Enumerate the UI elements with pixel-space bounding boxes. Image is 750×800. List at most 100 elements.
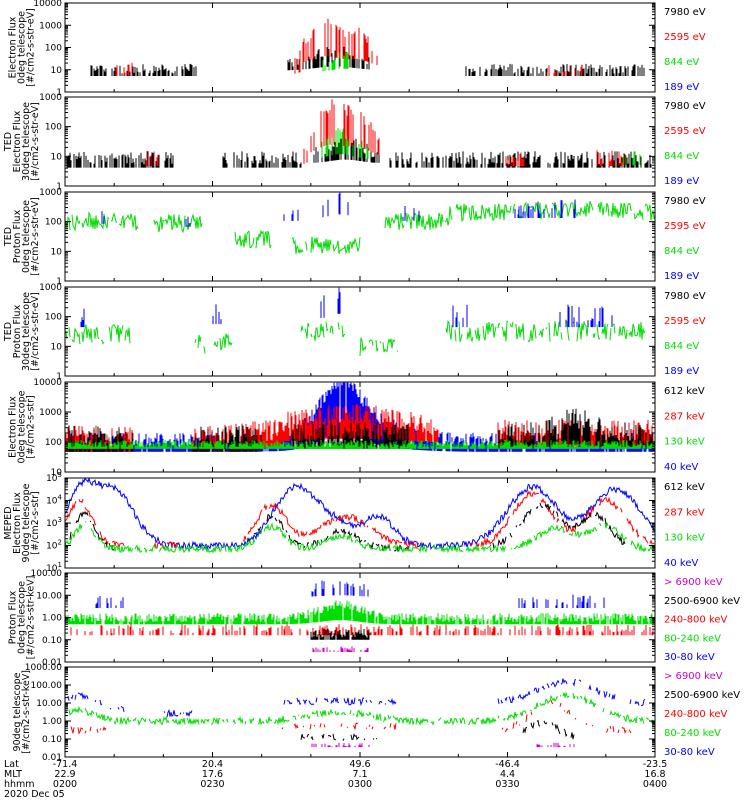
- series-ted-proton-30deg-1: [80, 287, 613, 328]
- series-meped-proton-90deg-1: [65, 691, 655, 727]
- y-tick-label: 1.00: [42, 614, 62, 624]
- date-label: 2020 Dec 05: [4, 789, 65, 800]
- legend-entry: 80-240 keV: [664, 633, 721, 644]
- y-tick-label: 1000: [39, 188, 62, 198]
- series-meped-proton-0deg-3: [310, 628, 370, 640]
- y-tick-label: 100.00: [31, 569, 63, 579]
- series-ted-electron-30deg-0: [66, 136, 655, 168]
- x-tick-label: 17.6: [202, 769, 223, 780]
- series-ted-proton-0deg-0: [65, 200, 655, 255]
- legend-entry: 2500-6900 keV: [664, 690, 740, 701]
- panel-series-group: [65, 287, 646, 357]
- y-tick-label: 1000: [39, 408, 62, 418]
- y-tick-label: 100.00: [31, 681, 63, 691]
- x-tick-label: 0200: [53, 779, 77, 790]
- legend-entry: 2595 eV: [664, 32, 706, 43]
- y-tick-label: 10.00: [36, 591, 62, 601]
- y-tick-label: 103: [46, 516, 62, 529]
- legend-entry: 7980 eV: [664, 7, 706, 18]
- y-axis-label-line: Proton Flux: [12, 304, 23, 358]
- y-tick-base: 10: [46, 474, 58, 484]
- y-axis-label-line: [#/cm2-s-str-keV]: [21, 670, 32, 754]
- legend-entry: 844 eV: [664, 246, 699, 257]
- y-tick-label: 10: [51, 247, 63, 257]
- legend-entry: 240-800 keV: [664, 709, 728, 720]
- legend-entry: 189 eV: [664, 176, 699, 187]
- legend-entry: 130 keV: [664, 437, 705, 448]
- x-tick-label: 49.6: [349, 759, 370, 770]
- y-tick-label: 0.01: [42, 658, 62, 668]
- y-tick-exponent: 3: [58, 516, 62, 524]
- panel-series-group: [65, 580, 655, 652]
- y-tick-label: 100: [45, 218, 62, 228]
- x-axis-row-name: Lat: [4, 759, 19, 770]
- y-tick-label: 105: [46, 471, 62, 484]
- y-tick-label: 10000: [33, 0, 62, 9]
- y-tick-label: 1: [56, 88, 62, 98]
- y-tick-label: 1: [56, 372, 62, 382]
- legend-entry: > 6900 keV: [664, 577, 723, 588]
- y-tick-label: 1000: [39, 283, 62, 293]
- legend-entry: 2500-6900 keV: [664, 596, 740, 607]
- y-axis-label-line: 90deg telescope: [21, 483, 32, 562]
- panel-series-group: [65, 192, 655, 255]
- y-axis-label-line: Electron Flux: [8, 396, 19, 458]
- y-tick-label: 10: [51, 468, 63, 478]
- y-tick-label: 1000: [39, 21, 62, 31]
- x-tick-label: 22.9: [54, 769, 75, 780]
- series-ted-electron-0deg-2: [322, 51, 349, 72]
- panel-series-group: [65, 382, 655, 452]
- legend-entry: 612 keV: [664, 386, 705, 397]
- series-ted-electron-30deg-1: [145, 99, 625, 167]
- panel-series-group: [65, 478, 655, 554]
- series-meped-electron-0deg-3: [65, 439, 655, 449]
- y-axis-label-line: [#/cm2-s-str]: [30, 491, 41, 554]
- panel-frame: [64, 2, 656, 93]
- series-ted-electron-30deg-2: [321, 127, 641, 166]
- series-meped-electron-90deg-3: [65, 521, 655, 554]
- panel-series-group: [90, 18, 645, 76]
- y-axis-label-line: 30deg telescope: [21, 102, 32, 181]
- x-tick-label: -71.4: [53, 759, 78, 770]
- y-axis-label-line: [#/cm2-s-str-eV]: [30, 197, 41, 276]
- y-axis-label-line: Proton Flux: [8, 590, 19, 644]
- x-tick-label: 4.4: [500, 769, 515, 780]
- legend-entry: 189 eV: [664, 82, 699, 93]
- legend-entry: 40 keV: [664, 558, 698, 569]
- y-tick-label: 10.00: [36, 699, 62, 709]
- y-tick-label: 102: [46, 539, 62, 552]
- y-tick-exponent: 4: [58, 494, 63, 502]
- y-tick-label: 1: [56, 182, 62, 192]
- series-ted-proton-0deg-1: [101, 192, 576, 227]
- series-meped-proton-0deg-4: [312, 646, 369, 652]
- legend-entry: 2595 eV: [664, 126, 706, 137]
- y-tick-label: 1.00: [42, 717, 62, 727]
- y-axis-label-line: [#/cm2-s-str]: [26, 395, 37, 458]
- x-tick-label: 20.4: [202, 759, 223, 770]
- y-axis-label-line: 0deg telescope: [17, 390, 28, 463]
- y-axis-label-line: MEPED: [3, 506, 14, 539]
- x-tick-label: 16.8: [644, 769, 665, 780]
- x-tick-label: -23.5: [643, 759, 668, 770]
- legend-entry: 130 keV: [664, 533, 705, 544]
- legend-entry: 80-240 keV: [664, 728, 721, 739]
- x-tick-label: 0330: [495, 779, 519, 790]
- y-tick-label: 0.10: [42, 735, 62, 745]
- y-axis-label-line: Electron Flux: [8, 16, 19, 78]
- y-tick-exponent: 2: [58, 539, 62, 547]
- y-axis-label-line: TED: [3, 227, 14, 247]
- y-tick-label: 0.01: [42, 753, 62, 763]
- y-axis-label-line: [#/cm2-s-str-eV]: [26, 8, 37, 87]
- panel-frame: [64, 286, 656, 377]
- legend-entry: 844 eV: [664, 57, 699, 68]
- legend-entry: 30-80 keV: [664, 652, 715, 663]
- x-tick-label: -46.4: [495, 759, 520, 770]
- legend-entry: 7980 eV: [664, 196, 706, 207]
- y-tick-label: 0.10: [42, 636, 62, 646]
- legend-entry: 7980 eV: [664, 291, 706, 302]
- y-tick-label: 1: [56, 277, 62, 287]
